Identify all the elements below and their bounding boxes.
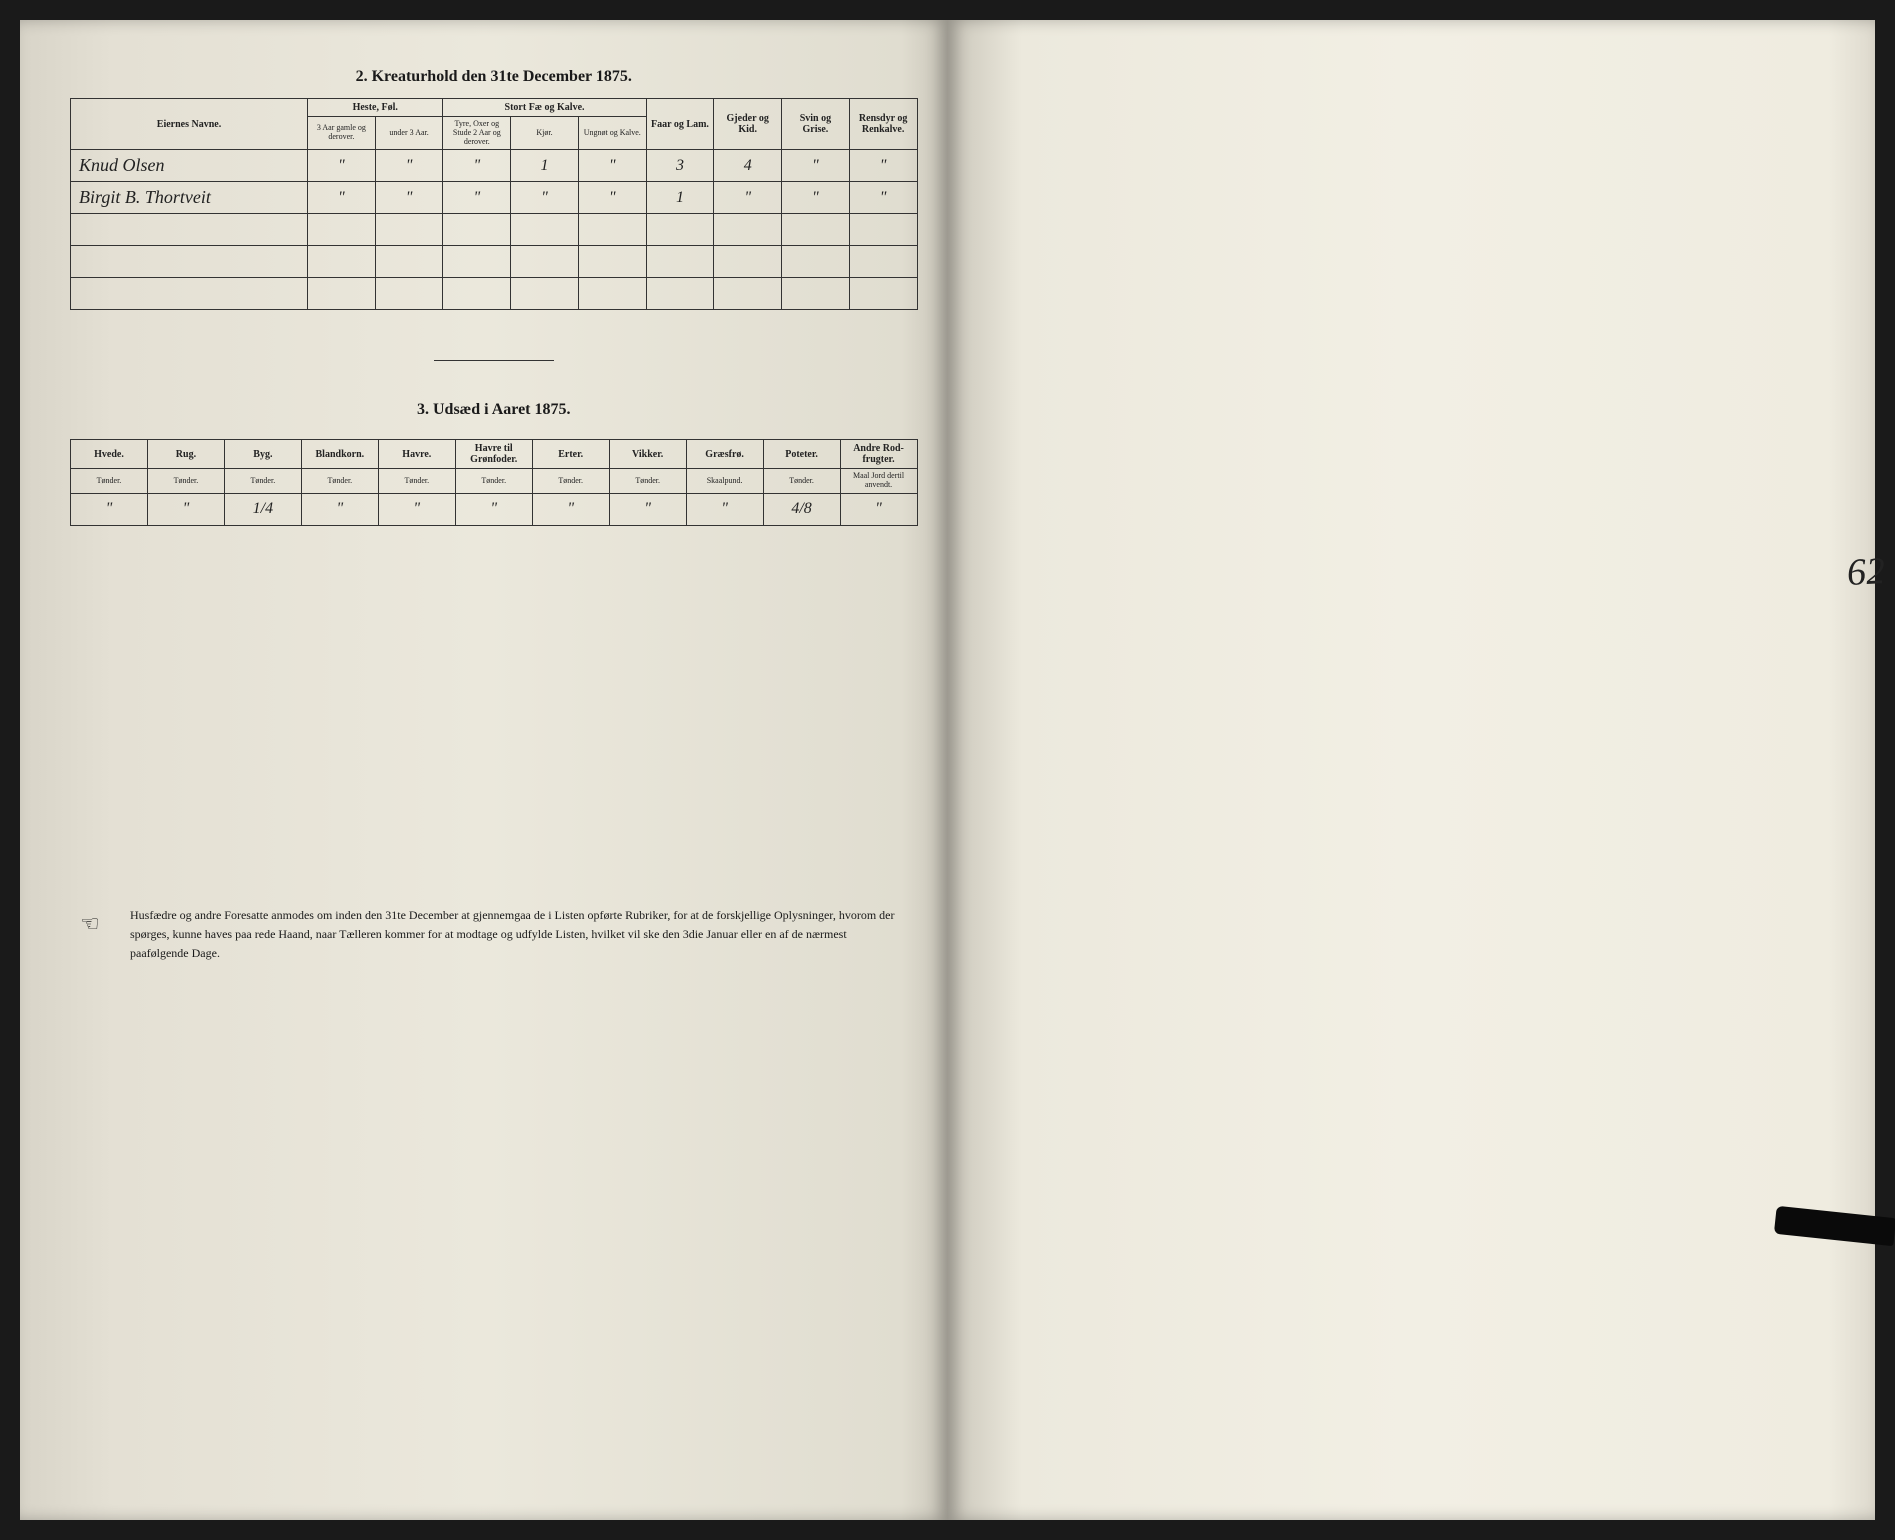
th-hvede: Hvede. <box>71 440 148 469</box>
th-sub: Tønder. <box>455 469 532 494</box>
cell: " <box>308 182 376 214</box>
cell: " <box>308 150 376 182</box>
th-stort-fae: Stort Fæ og Kalve. <box>443 99 646 117</box>
cell: " <box>443 150 511 182</box>
th-sub: Tønder. <box>378 469 455 494</box>
cell: " <box>375 150 443 182</box>
footer-text: Husfædre og andre Foresatte anmodes om i… <box>130 908 894 960</box>
cell: " <box>375 182 443 214</box>
th-sub: Tønder. <box>609 469 686 494</box>
th-sub: Tønder. <box>301 469 378 494</box>
cell: " <box>455 493 532 525</box>
right-page: 62 <box>948 20 1876 1520</box>
cell: " <box>849 150 917 182</box>
cell: " <box>782 150 850 182</box>
cell: " <box>301 493 378 525</box>
section-divider <box>434 360 554 361</box>
th-sub: Tønder. <box>224 469 301 494</box>
th-rodfrugter: Andre Rod-frugter. <box>840 440 917 469</box>
table-row-empty <box>71 214 918 246</box>
th-rensdyr: Rensdyr og Renkalve. <box>849 99 917 150</box>
cell: " <box>511 182 579 214</box>
th-sub: Maal Jord dertil anvendt. <box>840 469 917 494</box>
th-fae-sub1: Tyre, Oxer og Stude 2 Aar og derover. <box>443 117 511 150</box>
th-fae-sub3: Ungnøt og Kalve. <box>578 117 646 150</box>
cell: " <box>532 493 609 525</box>
th-rug: Rug. <box>147 440 224 469</box>
cell: " <box>578 182 646 214</box>
section-2-title: 2. Kreaturhold den 31te December 1875. <box>70 68 918 86</box>
cell: " <box>840 493 917 525</box>
th-graesfro: Græsfrø. <box>686 440 763 469</box>
cell: 1 <box>511 150 579 182</box>
section-3-title: 3. Udsæd i Aaret 1875. <box>70 401 918 419</box>
footer-note: ☞ Husfædre og andre Foresatte anmodes om… <box>70 906 918 964</box>
cell: 3 <box>646 150 714 182</box>
table-row-empty <box>71 278 918 310</box>
th-faar: Faar og Lam. <box>646 99 714 150</box>
document-scan: 2. Kreaturhold den 31te December 1875. E… <box>20 20 1875 1520</box>
th-heste-sub1: 3 Aar gamle og derover. <box>308 117 376 150</box>
table-row: Birgit B. Thortveit " " " " " 1 " " " <box>71 182 918 214</box>
cell: " <box>147 493 224 525</box>
th-havre-gron: Havre til Grønfoder. <box>455 440 532 469</box>
th-name: Eiernes Navne. <box>71 99 308 150</box>
cell: " <box>443 182 511 214</box>
pointing-hand-icon: ☞ <box>80 906 100 941</box>
th-fae-sub2: Kjør. <box>511 117 579 150</box>
table-row: " " 1/4 " " " " " " 4/8 " <box>71 493 918 525</box>
th-havre: Havre. <box>378 440 455 469</box>
cell: " <box>578 150 646 182</box>
cell: " <box>71 493 148 525</box>
cell: 1/4 <box>224 493 301 525</box>
th-svin: Svin og Grise. <box>782 99 850 150</box>
binder-clip <box>1774 1206 1895 1246</box>
th-heste-sub2: under 3 Aar. <box>375 117 443 150</box>
owner-name: Knud Olsen <box>71 150 308 182</box>
cell: 1 <box>646 182 714 214</box>
cell: " <box>609 493 686 525</box>
cell: " <box>686 493 763 525</box>
th-sub: Tønder. <box>147 469 224 494</box>
cell: " <box>849 182 917 214</box>
th-blandkorn: Blandkorn. <box>301 440 378 469</box>
th-sub: Tønder. <box>763 469 840 494</box>
sowing-table: Hvede. Rug. Byg. Blandkorn. Havre. Havre… <box>70 439 918 526</box>
th-sub: Tønder. <box>71 469 148 494</box>
th-heste: Heste, Føl. <box>308 99 443 117</box>
th-byg: Byg. <box>224 440 301 469</box>
left-page: 2. Kreaturhold den 31te December 1875. E… <box>20 20 948 1520</box>
owner-name: Birgit B. Thortveit <box>71 182 308 214</box>
th-gjeder: Gjeder og Kid. <box>714 99 782 150</box>
cell: " <box>378 493 455 525</box>
cell: " <box>714 182 782 214</box>
table-row: Knud Olsen " " " 1 " 3 4 " " <box>71 150 918 182</box>
cell: 4 <box>714 150 782 182</box>
th-sub: Skaalpund. <box>686 469 763 494</box>
th-erter: Erter. <box>532 440 609 469</box>
page-annotation: 62 <box>1846 549 1886 595</box>
table-row-empty <box>71 246 918 278</box>
th-sub: Tønder. <box>532 469 609 494</box>
livestock-tbody: Knud Olsen " " " 1 " 3 4 " " Birgit B. T… <box>71 150 918 310</box>
livestock-table: Eiernes Navne. Heste, Føl. Stort Fæ og K… <box>70 98 918 310</box>
th-vikker: Vikker. <box>609 440 686 469</box>
cell: " <box>782 182 850 214</box>
cell: 4/8 <box>763 493 840 525</box>
th-poteter: Poteter. <box>763 440 840 469</box>
